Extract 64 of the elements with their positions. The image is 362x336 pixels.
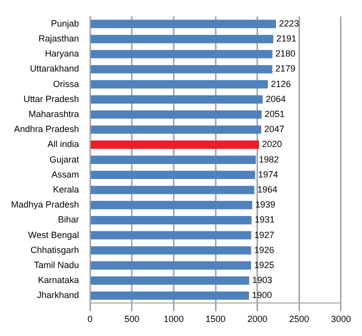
bar bbox=[90, 20, 276, 28]
x-tick-label: 1500 bbox=[206, 314, 226, 324]
x-tick-label: 2000 bbox=[247, 314, 268, 324]
x-tick-label: 0 bbox=[88, 314, 93, 324]
data-label: 1982 bbox=[258, 154, 279, 164]
bar bbox=[90, 95, 263, 104]
data-label: 2223 bbox=[278, 18, 300, 28]
data-label: 1974 bbox=[258, 169, 278, 180]
y-tick-label: Kerala bbox=[53, 184, 80, 194]
y-tick-label: Chhatisgarh bbox=[30, 244, 80, 255]
data-label: 2191 bbox=[276, 34, 296, 44]
y-tick-label: All india bbox=[48, 139, 80, 150]
y-tick-label: Orissa bbox=[53, 78, 80, 89]
x-tick-label: 500 bbox=[124, 314, 140, 324]
data-label: 1939 bbox=[255, 200, 276, 210]
y-tick-label: West Bengal bbox=[28, 230, 80, 240]
bar bbox=[90, 170, 256, 180]
y-tick-label: Madhya Pradesh bbox=[10, 200, 80, 210]
data-label: 1925 bbox=[254, 260, 274, 270]
data-label: 2047 bbox=[264, 124, 284, 134]
y-tick-label: Punjab bbox=[51, 18, 80, 28]
y-tick-label: Rajasthan bbox=[38, 34, 80, 44]
bar bbox=[90, 34, 274, 44]
bar bbox=[90, 110, 262, 119]
data-label: 2126 bbox=[270, 78, 291, 89]
y-tick-label: Gujarat bbox=[50, 154, 80, 164]
bar bbox=[90, 65, 272, 74]
data-label: 1903 bbox=[252, 275, 272, 286]
bar bbox=[90, 50, 272, 58]
bar bbox=[90, 140, 260, 149]
bar bbox=[90, 156, 256, 164]
bar bbox=[90, 216, 252, 224]
bar bbox=[90, 276, 250, 285]
y-tick-label: Jharkhand bbox=[37, 290, 80, 300]
data-label: 2051 bbox=[264, 109, 285, 119]
y-tick-label: Uttarakhand bbox=[30, 64, 80, 74]
y-tick-label: Bihar bbox=[58, 214, 80, 225]
data-label: 1927 bbox=[254, 230, 274, 240]
bar bbox=[90, 292, 249, 300]
data-label: 2020 bbox=[262, 139, 282, 150]
bar bbox=[90, 200, 252, 210]
data-label: 1926 bbox=[254, 244, 274, 255]
y-tick-label: Tamil Nadu bbox=[34, 260, 80, 270]
y-tick-label: Maharashtra bbox=[28, 109, 80, 119]
x-tick-label: 2500 bbox=[289, 314, 310, 324]
data-label: 1900 bbox=[252, 290, 272, 300]
y-tick-label: Haryana bbox=[45, 48, 80, 59]
data-label: 2179 bbox=[275, 64, 296, 74]
bar bbox=[90, 186, 254, 194]
bar bbox=[90, 80, 268, 88]
data-label: 2180 bbox=[275, 48, 296, 59]
data-label: 1964 bbox=[257, 184, 278, 194]
data-label: 2064 bbox=[266, 94, 286, 104]
y-tick-label: Karnataka bbox=[38, 275, 80, 286]
bar bbox=[90, 246, 252, 255]
x-tick-label: 3000 bbox=[330, 314, 352, 324]
data-label: 1931 bbox=[254, 214, 275, 225]
x-tick-label: 1000 bbox=[164, 314, 184, 324]
y-tick-label: Assam bbox=[52, 169, 80, 180]
bar bbox=[90, 261, 252, 270]
bar bbox=[90, 231, 252, 240]
y-tick-label: Andhra Pradesh bbox=[14, 124, 80, 134]
bar bbox=[90, 125, 262, 134]
y-tick-label: Uttar Pradesh bbox=[24, 94, 80, 104]
